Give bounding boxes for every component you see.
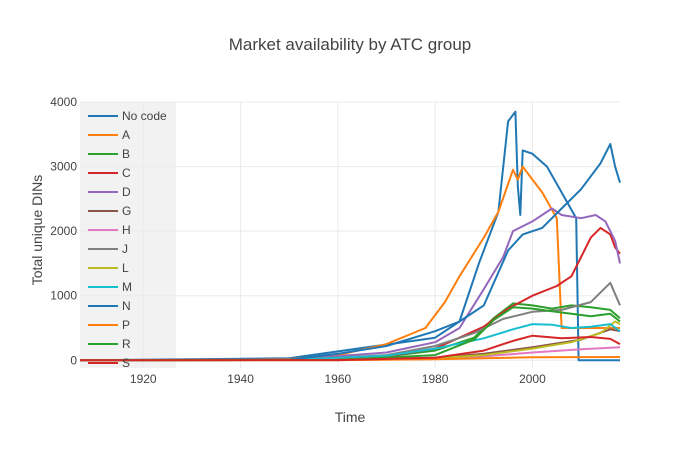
x-tick-label-0: 1920	[130, 372, 157, 386]
x-tick-label-4: 2000	[519, 372, 546, 386]
legend-item-10[interactable]: N	[88, 299, 131, 313]
legend-item-1[interactable]: A	[88, 128, 130, 142]
x-axis-title: Time	[335, 409, 366, 425]
chart-title: Market availability by ATC group	[229, 35, 472, 54]
x-tick-label-2: 1960	[324, 372, 351, 386]
y-axis-title: Total unique DINs	[29, 175, 45, 286]
legend-item-4[interactable]: D	[88, 185, 131, 199]
legend-item-2[interactable]: B	[88, 147, 130, 161]
series-line-10	[79, 143, 621, 362]
legend-label-8: L	[122, 261, 129, 275]
legend-item-0[interactable]: No code	[88, 109, 167, 123]
legend-label-1: A	[122, 128, 130, 142]
legend-item-11[interactable]: P	[88, 318, 130, 332]
series-line-0	[79, 110, 620, 362]
legend-item-12[interactable]: R	[88, 337, 131, 351]
legend-label-9: M	[122, 280, 132, 294]
legend-item-3[interactable]: C	[88, 166, 131, 180]
legend-label-3: C	[122, 166, 131, 180]
legend-item-9[interactable]: M	[88, 280, 132, 294]
legend-label-5: G	[122, 204, 131, 218]
legend-label-13: S	[122, 356, 130, 370]
y-tick-label-4: 4000	[50, 95, 77, 109]
legend-item-8[interactable]: L	[88, 261, 129, 275]
legend-label-6: H	[122, 223, 131, 237]
legend-label-7: J	[122, 242, 128, 256]
legend-item-13[interactable]: S	[88, 356, 130, 370]
axis-ticks: 0 1000 2000 3000 4000 1920 1940 1960 1980 2000	[50, 95, 546, 386]
legend-label-10: N	[122, 299, 131, 313]
series-line-4	[79, 207, 621, 362]
series-lines	[79, 110, 621, 362]
x-tick-label-3: 1980	[422, 372, 449, 386]
legend-label-2: B	[122, 147, 130, 161]
x-tick-label-1: 1940	[227, 372, 254, 386]
legend-item-7[interactable]: J	[88, 242, 128, 256]
series-line-9	[79, 323, 621, 362]
legend-label-12: R	[122, 337, 131, 351]
legend-label-11: P	[122, 318, 130, 332]
legend-item-5[interactable]: G	[88, 204, 131, 218]
y-tick-label-0: 0	[70, 353, 77, 367]
legend-label-4: D	[122, 185, 131, 199]
grid-lines	[80, 101, 620, 368]
series-line-12	[79, 306, 621, 362]
legend-background	[80, 102, 176, 368]
y-tick-label-2: 2000	[50, 224, 77, 238]
legend-item-6[interactable]: H	[88, 223, 131, 237]
legend-label-0: No code	[122, 109, 167, 123]
y-tick-label-1: 1000	[50, 289, 77, 303]
y-tick-label-3: 3000	[50, 160, 77, 174]
series-line-13	[79, 334, 621, 362]
